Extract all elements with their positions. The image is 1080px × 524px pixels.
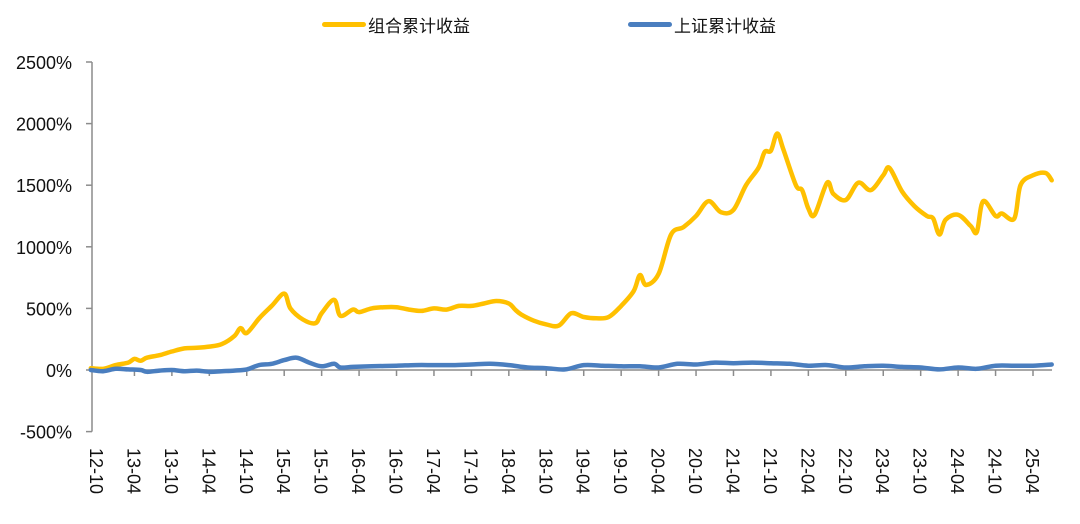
x-tick-label: 22-04 [797,448,817,494]
shanghai-return-line [88,355,1054,375]
x-tick-label: 14-10 [236,448,256,494]
x-tick-label: 21-10 [760,448,780,494]
x-tick-label: 18-04 [498,448,518,494]
x-tick-label: 24-04 [947,448,967,494]
y-tick-label: -500% [20,423,72,443]
y-tick-label: 0% [46,361,72,381]
y-tick-label: 1000% [16,238,72,258]
x-tick-label: 17-10 [460,448,480,494]
x-tick-label: 22-10 [835,448,855,494]
x-axis: 12-10 13-04 13-10 14-04 14-10 15-04 15-10 16-04… [86,369,1052,494]
x-tick-label: 15-10 [311,448,331,494]
x-tick-label: 25-04 [1022,448,1042,494]
y-axis: -500% 0% 500% 1000% 1500% 2000% 2500% [16,53,93,443]
y-tick-label: 1500% [16,176,72,196]
x-tick-label: 16-04 [348,448,368,494]
x-tick-label: 20-04 [648,448,668,494]
legend-label-shanghai: 上证累计收益 [674,17,776,37]
x-tick-label: 15-04 [273,448,293,494]
plot-area [88,131,1054,375]
legend-label-portfolio: 组合累计收益 [368,17,470,37]
x-tick-label: 17-04 [423,448,443,494]
x-tick-label: 14-04 [198,448,218,494]
x-tick-label: 24-10 [985,448,1005,494]
x-tick-label: 18-10 [535,448,555,494]
x-tick-label: 13-10 [161,448,181,494]
portfolio-return-line [88,131,1054,372]
x-tick-label: 20-10 [685,448,705,494]
x-tick-label: 19-04 [573,448,593,494]
x-tick-label: 23-04 [872,448,892,494]
legend-swatch-portfolio [322,22,366,27]
y-tick-label: 2000% [16,115,72,135]
x-tick-label: 19-10 [610,448,630,494]
x-tick-label: 23-10 [910,448,930,494]
x-tick-label: 12-10 [86,448,106,494]
legend-swatch-shanghai [628,22,672,27]
y-tick-label: 2500% [16,53,72,73]
legend-item-shanghai: 上证累计收益 [628,12,776,37]
legend-item-portfolio: 组合累计收益 [322,12,470,37]
x-tick-label: 21-04 [722,448,742,494]
chart-legend: 组合累计收益 上证累计收益 [0,12,1080,38]
x-tick-label: 13-04 [123,448,143,494]
x-tick-label: 16-10 [386,448,406,494]
y-tick-label: 500% [26,299,72,319]
